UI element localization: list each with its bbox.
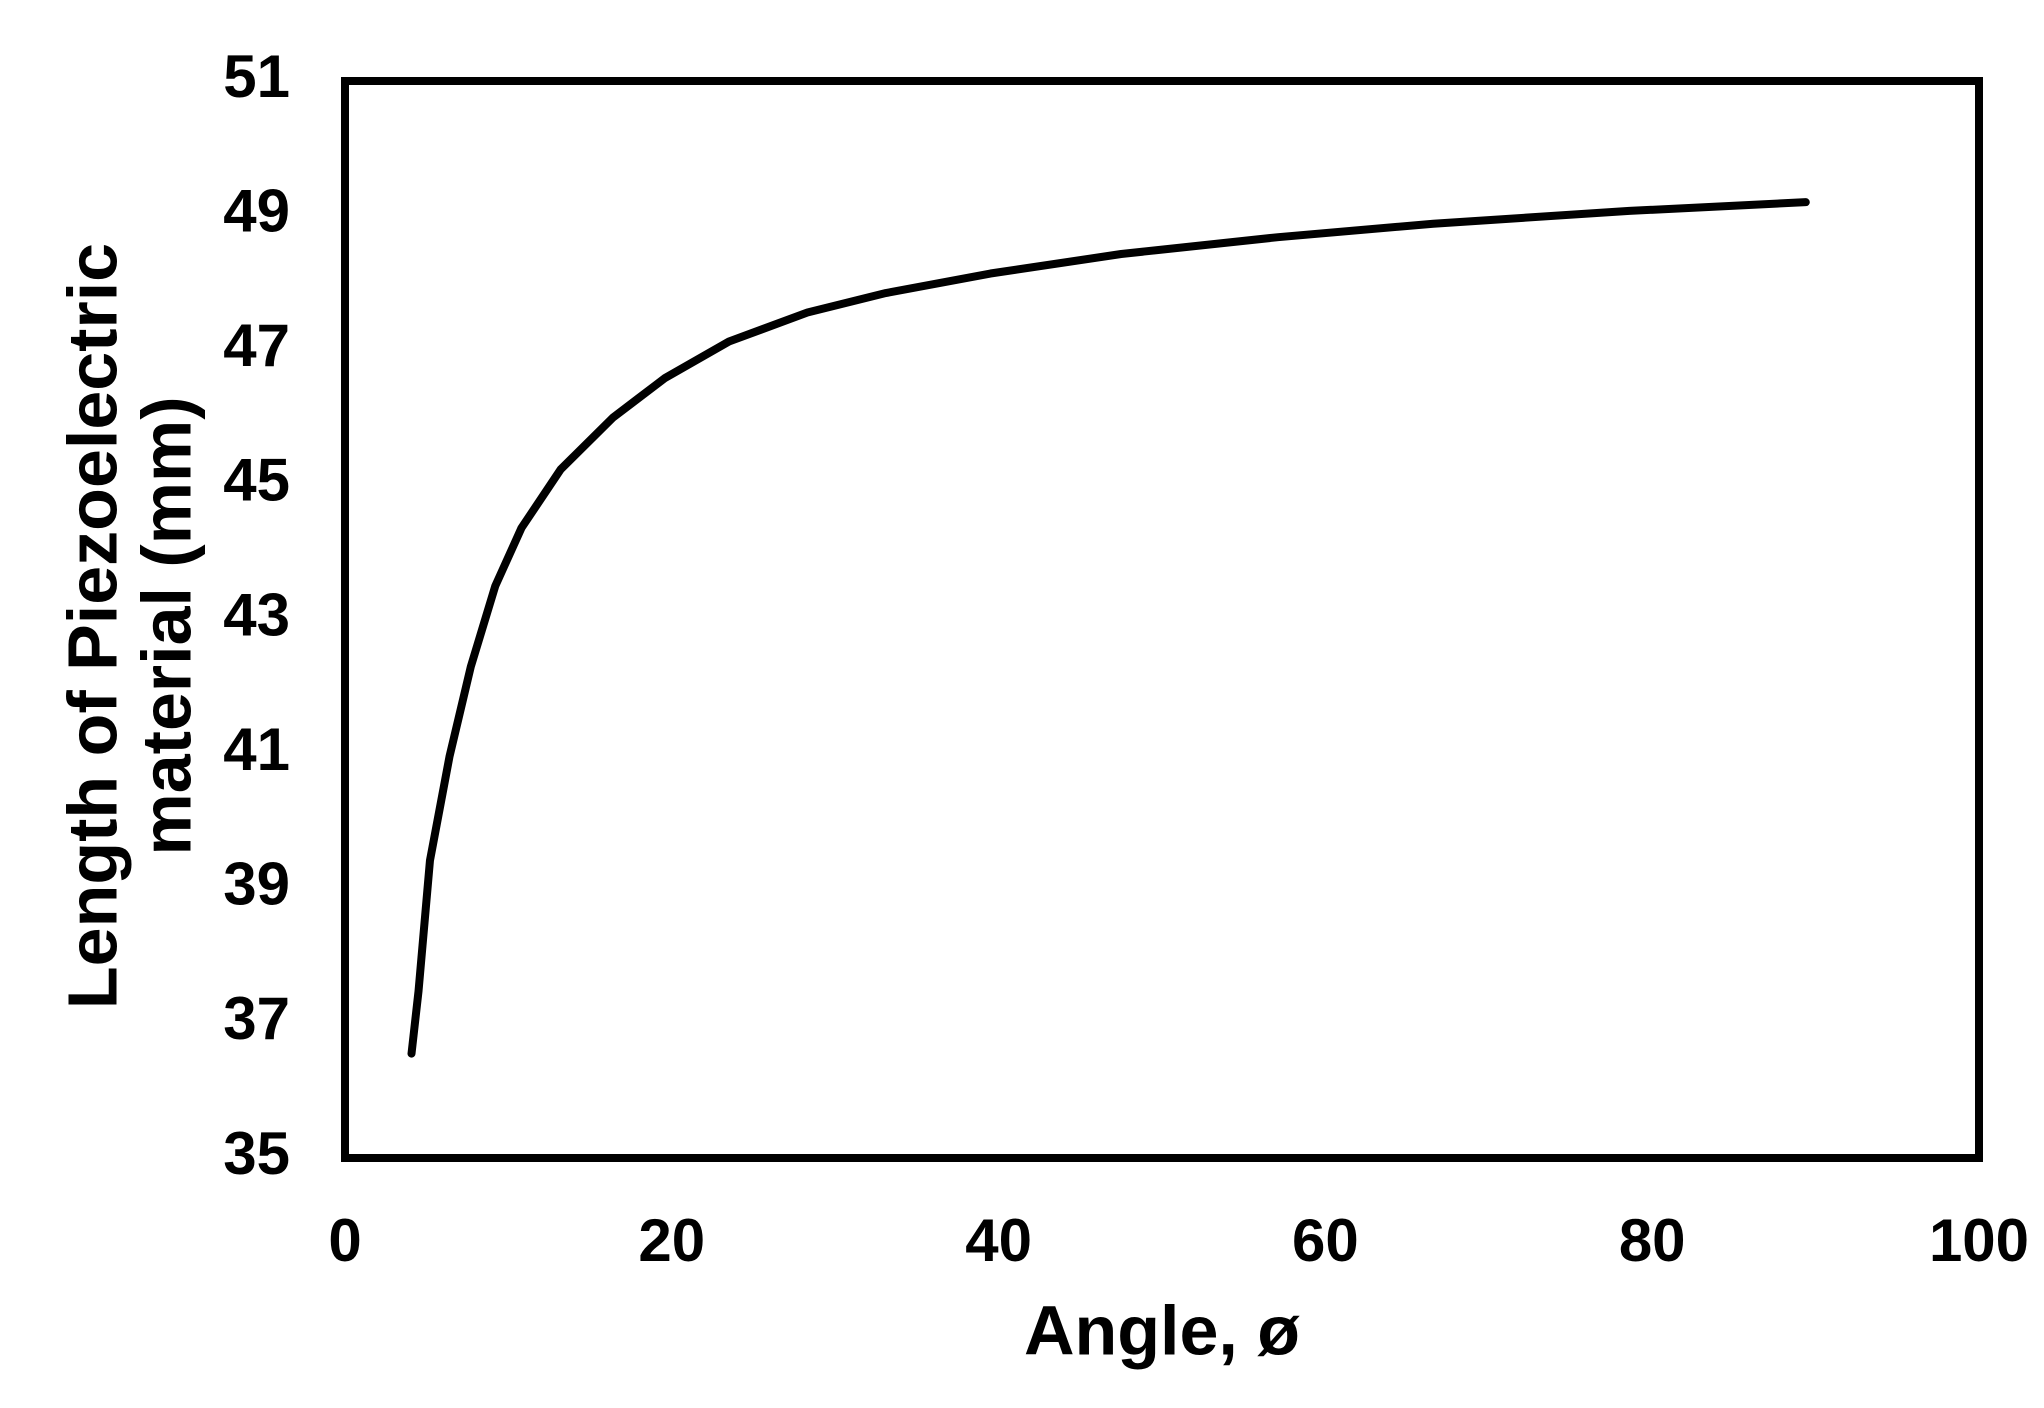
y-axis-title: Length of Piezoelectric — [53, 243, 131, 1009]
y-tick-label: 49 — [223, 177, 290, 244]
x-tick-label: 0 — [328, 1207, 361, 1274]
y-tick-label: 37 — [223, 985, 290, 1052]
y-tick-label: 35 — [223, 1120, 290, 1187]
x-tick-label: 60 — [1292, 1207, 1359, 1274]
data-line — [407, 198, 1810, 1058]
y-tick-label: 51 — [223, 43, 290, 110]
x-tick-label: 40 — [965, 1207, 1032, 1274]
y-tick-label: 45 — [223, 447, 290, 514]
x-tick-label: 20 — [638, 1207, 705, 1274]
plot-frame — [341, 77, 1983, 1162]
y-tick-label: 43 — [223, 581, 290, 648]
y-tick-label: 41 — [223, 716, 290, 783]
x-axis-title: Angle, ø — [1024, 1291, 1300, 1369]
y-tick-label: 39 — [223, 851, 290, 918]
y-axis-title: material (mm) — [127, 396, 205, 855]
x-tick-label: 100 — [1929, 1207, 2029, 1274]
y-tick-label: 47 — [223, 312, 290, 379]
x-tick-label: 80 — [1619, 1207, 1686, 1274]
